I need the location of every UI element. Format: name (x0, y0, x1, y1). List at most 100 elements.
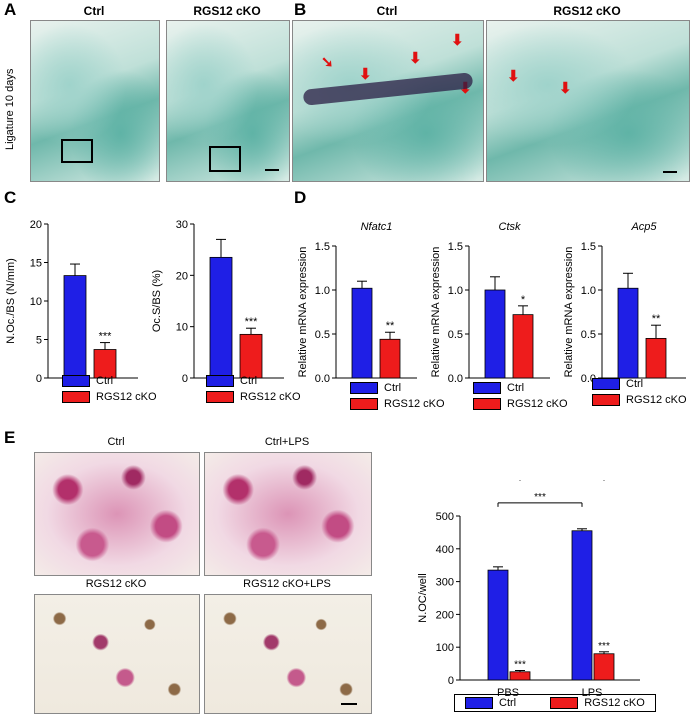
y-axis-label: Relative mRNA expression (563, 247, 575, 378)
legend-label-ctrl: Ctrl (499, 697, 517, 709)
legend-label-ctrl: Ctrl (96, 375, 114, 387)
scale-bar (663, 171, 677, 173)
y-tick-label: 1.5 (315, 241, 330, 253)
legend-swatch-cko (206, 391, 234, 404)
trap-image-cko-lps (204, 594, 372, 714)
bar-cko (593, 653, 615, 681)
arrow-icon: ⬇ (359, 66, 372, 83)
significance-label: *** (99, 331, 113, 343)
histology-b-ctrl: ➘ ⬇ ⬇ ⬇ ⬇ (292, 20, 484, 182)
arrow-icon: ⬇ (559, 80, 572, 97)
y-axis-label: Relative mRNA expression (297, 247, 309, 378)
bracket-label: *** (534, 492, 546, 503)
legend-swatch-ctrl (592, 378, 620, 391)
y-tick-label: 0.0 (448, 373, 463, 385)
y-tick-label: 0 (182, 373, 188, 385)
legend-swatch-cko (62, 391, 90, 404)
legend-label-cko: RGS12 cKO (584, 697, 645, 709)
bar-cko (239, 333, 263, 379)
scale-bar (341, 703, 357, 705)
y-tick-label: 1.0 (315, 285, 330, 297)
bar-cko (645, 337, 667, 379)
y-tick-label: 0 (36, 373, 42, 385)
bar-ctrl (617, 287, 639, 379)
bar-ctrl (571, 530, 593, 681)
panel-e-title-3: RGS12 cKO (85, 578, 147, 590)
panel-b-ctrl-title: Ctrl (376, 4, 398, 18)
arrow-icon: ⬇ (409, 50, 422, 67)
y-tick-label: 1.0 (448, 285, 463, 297)
chart-noc-well: 0 100 200 300 400 500 N.OC/well PBS *** LPS *** ***… (417, 480, 640, 699)
legend-swatch-ctrl (473, 382, 501, 395)
legend-swatch-ctrl (206, 375, 234, 388)
significance-label: *** (598, 641, 610, 652)
panel-b-cko-title: RGS12 cKO (553, 4, 621, 18)
y-axis-label: N.Oc./BS (N/mm) (5, 258, 17, 344)
significance-label: ** (652, 313, 661, 325)
y-tick-label: 100 (436, 642, 454, 654)
y-tick-label: 15 (30, 258, 42, 270)
panel-e-title-2: Ctrl+LPS (264, 436, 310, 448)
y-tick-label: 0.5 (581, 329, 596, 341)
y-tick-label: 300 (436, 577, 454, 589)
bar-ctrl (487, 569, 509, 681)
histology-a-ctrl (30, 20, 160, 182)
legend-label-cko: RGS12 cKO (507, 398, 568, 410)
legend-d1: Ctrl RGS12 cKO (350, 380, 445, 412)
significance-label: *** (514, 659, 526, 670)
chart-nfatc1: 0.0 0.5 1.0 1.5 Relative mRNA expression Nfat… (297, 221, 417, 385)
chart-title: Acp5 (630, 221, 657, 233)
y-tick-label: 0.5 (448, 329, 463, 341)
y-tick-label: 1.5 (448, 241, 463, 253)
legend-label-cko: RGS12 cKO (96, 391, 157, 403)
bar-cko (512, 314, 534, 379)
y-axis-label: N.OC/well (417, 573, 429, 623)
legend-c2: Ctrl RGS12 cKO (206, 373, 301, 405)
significance-label: ** (386, 320, 395, 332)
legend-swatch-cko (473, 398, 501, 411)
legend-d3: Ctrl RGS12 cKO (592, 376, 687, 408)
legend-swatch-cko (350, 398, 378, 411)
bar-ctrl (209, 256, 233, 379)
arrow-icon: ➘ (321, 54, 334, 71)
y-tick-label: 5 (36, 335, 42, 347)
bar-ctrl (63, 275, 87, 379)
significance-label: * (521, 294, 526, 306)
stained-region (302, 72, 474, 106)
panel-e-title-4: RGS12 cKO+LPS (243, 578, 331, 590)
arrow-icon: ⬇ (507, 68, 520, 85)
x-tick-label: PBS (497, 687, 519, 699)
y-axis-label: Oc.S/BS (%) (151, 270, 163, 332)
histology-a-cko (166, 20, 290, 182)
legend-label-ctrl: Ctrl (384, 382, 402, 394)
legend-swatch-ctrl (350, 382, 378, 395)
y-tick-label: 10 (30, 296, 42, 308)
panel-letter-d: D (294, 188, 307, 207)
y-tick-label: 0.0 (315, 373, 330, 385)
trap-image-ctrl (34, 452, 200, 576)
scale-bar (265, 169, 279, 171)
bar-cko (93, 349, 117, 379)
legend-d2: Ctrl RGS12 cKO (473, 380, 568, 412)
legend-swatch-cko (592, 394, 620, 407)
panel-a-side-label: Ligature 10 days (4, 68, 16, 150)
y-tick-label: 30 (176, 219, 188, 231)
y-tick-label: 1.0 (581, 285, 596, 297)
bar-ctrl (351, 287, 373, 379)
x-tick-label: LPS (582, 687, 603, 699)
y-axis-label: Relative mRNA expression (430, 247, 442, 378)
legend-label-cko: RGS12 cKO (240, 391, 301, 403)
roi-box (209, 146, 241, 172)
legend-label-cko: RGS12 cKO (626, 394, 687, 406)
legend-swatch-cko (550, 697, 579, 710)
panel-a-ctrl-title: Ctrl (83, 4, 105, 18)
trap-image-ctrl-lps (204, 452, 372, 576)
panel-letter-a: A (4, 0, 17, 19)
y-tick-label: 0 (448, 675, 454, 687)
legend-label-cko: RGS12 cKO (384, 398, 445, 410)
bar-cko (509, 671, 531, 681)
y-tick-label: 20 (30, 219, 42, 231)
y-tick-label: 20 (176, 270, 188, 282)
chart-noc-bs: 0 5 10 15 20 N.Oc./BS (N/mm) *** (5, 219, 138, 385)
legend-label-ctrl: Ctrl (507, 382, 525, 394)
